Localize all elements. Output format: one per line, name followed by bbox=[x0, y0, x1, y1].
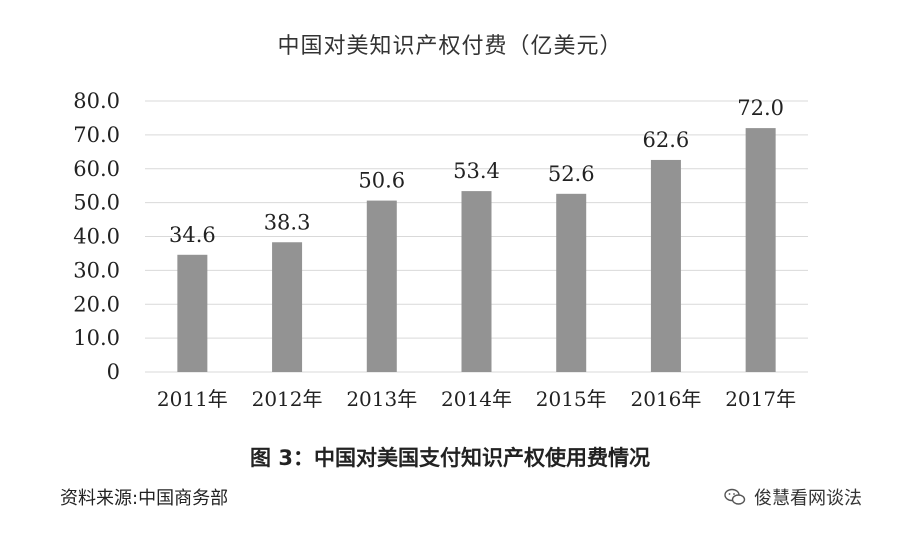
source-note: 资料来源:中国商务部 bbox=[60, 488, 229, 509]
y-tick-label: 10.0 bbox=[73, 326, 120, 350]
bar-chart: 0 10.0 20.0 30.0 40.0 50.0 60.0 70.0 80.0 34.6 201… bbox=[73, 89, 808, 411]
bar bbox=[650, 159, 681, 372]
bar bbox=[461, 191, 492, 372]
watermark: 俊慧看网谈法 bbox=[724, 484, 862, 510]
data-label: 72.0 bbox=[737, 96, 784, 120]
y-tick-label: 40.0 bbox=[73, 225, 120, 249]
y-tick-label: 20.0 bbox=[73, 292, 120, 316]
y-tick-label: 70.0 bbox=[73, 123, 120, 147]
data-label: 53.4 bbox=[453, 159, 500, 183]
data-label: 52.6 bbox=[548, 162, 595, 186]
bar bbox=[745, 128, 776, 372]
data-label: 38.3 bbox=[264, 210, 311, 234]
wechat-icon bbox=[724, 488, 746, 505]
x-tick-label: 2017年 bbox=[725, 387, 796, 411]
bar bbox=[177, 254, 208, 372]
data-label: 62.6 bbox=[643, 128, 690, 152]
y-tick-label: 50.0 bbox=[73, 191, 120, 215]
x-tick-label: 2011年 bbox=[157, 387, 228, 411]
y-tick-label: 80.0 bbox=[73, 89, 120, 113]
x-tick-label: 2015年 bbox=[536, 387, 607, 411]
chart-title: 中国对美知识产权付费（亿美元） bbox=[277, 34, 623, 59]
figure-caption: 图 3：中国对美国支付知识产权使用费情况 bbox=[250, 446, 650, 470]
bar bbox=[366, 200, 397, 372]
bar bbox=[272, 242, 303, 372]
y-tick-label: 60.0 bbox=[73, 157, 120, 181]
x-tick-label: 2014年 bbox=[441, 387, 512, 411]
x-tick-label: 2016年 bbox=[630, 387, 701, 411]
data-label: 50.6 bbox=[358, 169, 405, 193]
data-label: 34.6 bbox=[169, 223, 216, 247]
watermark-text: 俊慧看网谈法 bbox=[754, 488, 862, 509]
y-tick-label: 0 bbox=[107, 360, 120, 384]
x-tick-label: 2013年 bbox=[346, 387, 417, 411]
x-tick-label: 2012年 bbox=[252, 387, 323, 411]
bar bbox=[556, 193, 587, 372]
y-tick-label: 30.0 bbox=[73, 258, 120, 282]
